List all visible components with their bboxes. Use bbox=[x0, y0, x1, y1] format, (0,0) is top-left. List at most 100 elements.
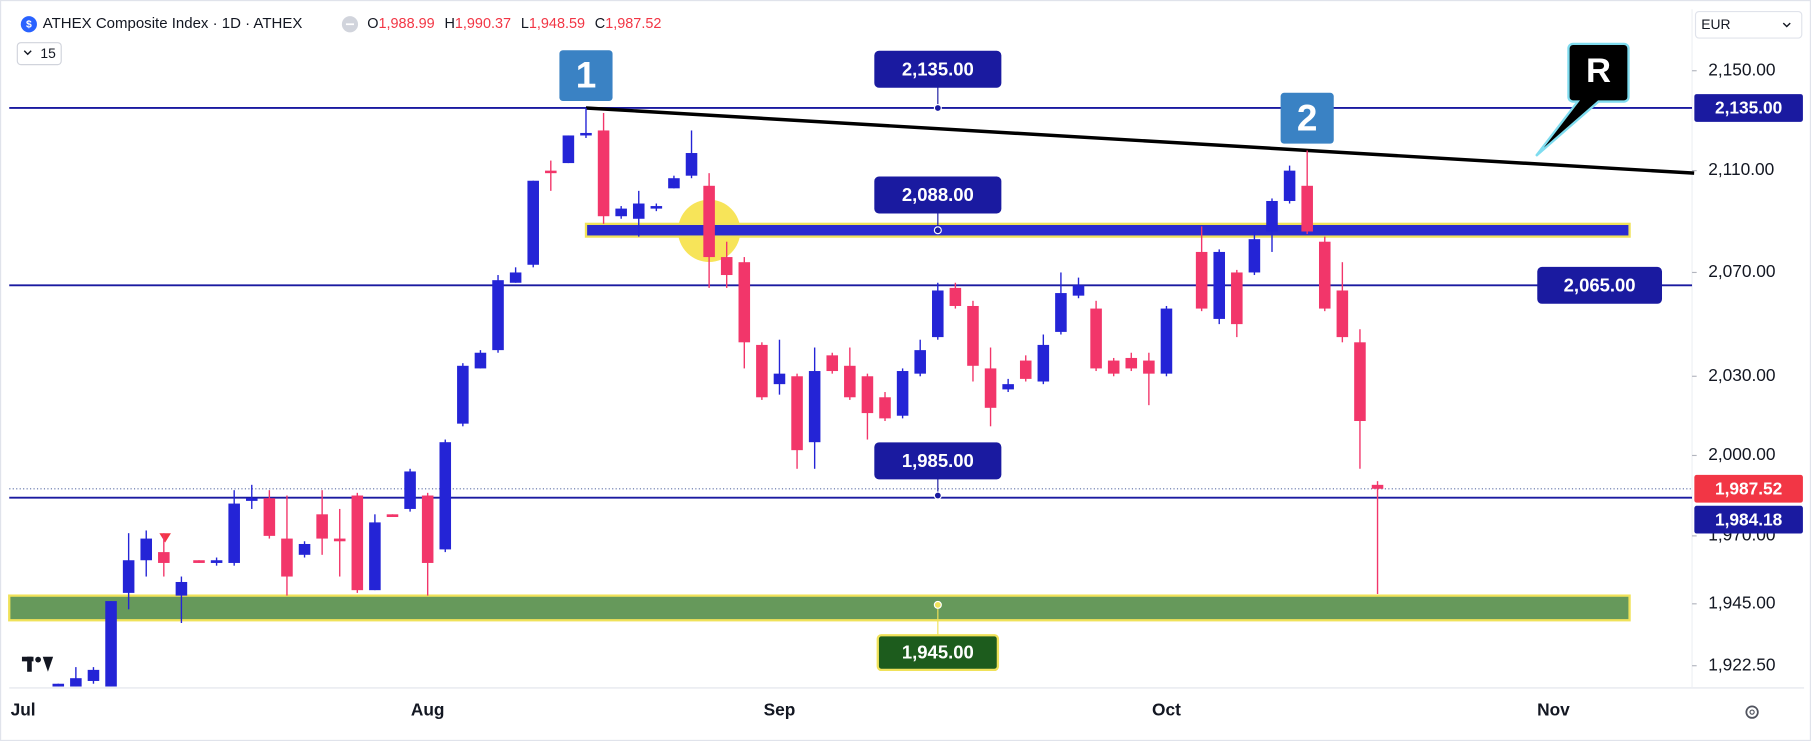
candle-body bbox=[1107, 360, 1120, 374]
candle-body bbox=[457, 365, 469, 424]
logo-part bbox=[35, 656, 42, 663]
candle-body bbox=[1125, 357, 1138, 369]
candle-body bbox=[984, 368, 997, 408]
candle-body bbox=[1019, 360, 1032, 379]
candle-body bbox=[421, 495, 434, 563]
candle-body bbox=[1231, 272, 1243, 325]
marker-box bbox=[1280, 92, 1334, 144]
candle-body bbox=[1090, 308, 1102, 369]
candle-body bbox=[105, 601, 117, 687]
candle-body bbox=[474, 352, 487, 369]
candle-body bbox=[351, 495, 364, 591]
ohlc-value: 1,987.52 bbox=[605, 16, 661, 32]
zone-callout: 1,945.00 bbox=[902, 642, 974, 663]
connector-dot bbox=[933, 226, 942, 235]
candle-body bbox=[861, 376, 874, 414]
candle-body bbox=[369, 522, 381, 591]
interval-dropdown[interactable] bbox=[16, 42, 62, 66]
last-price-tag-box bbox=[1694, 474, 1803, 503]
candle-body bbox=[1213, 251, 1226, 319]
candle-body bbox=[1160, 308, 1173, 374]
level-callout-box bbox=[874, 50, 1002, 88]
y-tick-label: 2,070.00 bbox=[1708, 261, 1775, 281]
candle-body bbox=[949, 287, 962, 306]
marker-label: 1 bbox=[576, 55, 597, 96]
dropdown-chevron bbox=[1782, 22, 1791, 28]
settings-icon bbox=[1749, 709, 1755, 715]
candle-body bbox=[298, 543, 311, 555]
candle-body bbox=[668, 178, 680, 189]
signal-marker bbox=[159, 533, 171, 543]
candle-body bbox=[1195, 251, 1208, 309]
candle-body bbox=[1055, 293, 1067, 332]
level-tag-box bbox=[1694, 505, 1803, 534]
y-tick-label: 2,110.00 bbox=[1708, 159, 1774, 179]
x-tick-label: Jul bbox=[11, 700, 36, 720]
candle-body bbox=[333, 538, 346, 542]
symbol-icon-glyph: $ bbox=[26, 20, 32, 31]
level-callout: 1,985.00 bbox=[902, 450, 974, 471]
level-callout-box bbox=[1537, 266, 1663, 304]
level-callout: 2,065.00 bbox=[1564, 274, 1636, 295]
zone bbox=[584, 222, 1631, 238]
ohlc-key: C bbox=[595, 16, 605, 32]
candle-body bbox=[245, 498, 258, 501]
x-tick-label: Aug bbox=[411, 700, 445, 720]
candle-body bbox=[562, 135, 575, 164]
candle-body bbox=[1283, 170, 1296, 201]
candle-body bbox=[597, 130, 610, 217]
level-callout: 2,135.00 bbox=[902, 58, 974, 79]
candle-body bbox=[281, 538, 293, 577]
logo-part bbox=[27, 656, 32, 672]
marker-box bbox=[559, 50, 613, 102]
candle-body bbox=[580, 132, 592, 136]
candle-body bbox=[1371, 484, 1384, 489]
candle-body bbox=[1354, 342, 1366, 422]
candle-body bbox=[650, 206, 663, 209]
candle-body bbox=[70, 678, 82, 687]
y-tick-label: 2,000.00 bbox=[1708, 444, 1775, 464]
candle-body bbox=[52, 683, 65, 687]
candle-body bbox=[703, 185, 715, 258]
candle-body bbox=[1266, 200, 1278, 232]
symbol-icon bbox=[20, 16, 37, 33]
candle-body bbox=[140, 538, 153, 561]
y-tick-label: 2,150.00 bbox=[1708, 59, 1775, 79]
trendline bbox=[585, 106, 1695, 175]
level-tag: 2,135.00 bbox=[1715, 98, 1782, 118]
zone-callout-box bbox=[874, 176, 1002, 214]
currency-dropdown[interactable] bbox=[1694, 10, 1803, 39]
candle-body bbox=[1143, 360, 1155, 374]
candle-body bbox=[263, 498, 276, 536]
r-marker-box bbox=[1535, 42, 1630, 157]
ohlc-value: 1,988.99 bbox=[379, 16, 435, 32]
candle-body bbox=[632, 203, 645, 219]
candle-body bbox=[210, 560, 223, 563]
candle-body bbox=[914, 350, 926, 374]
ohlc-key: H bbox=[444, 16, 454, 32]
x-tick-label: Nov bbox=[1537, 700, 1570, 720]
candle-body bbox=[756, 344, 768, 398]
ohlc-value: 1,948.59 bbox=[529, 16, 585, 32]
candle-body bbox=[615, 208, 627, 217]
candle-body bbox=[316, 514, 328, 539]
ohlc-values: O1,988.99 H1,990.37 L1,948.59 C1,987.52 bbox=[367, 16, 661, 32]
candle-body bbox=[932, 290, 944, 338]
connector-dot bbox=[933, 600, 942, 609]
candle-body bbox=[896, 371, 909, 416]
level-tag-box bbox=[1694, 94, 1803, 122]
candle-body bbox=[685, 153, 698, 176]
symbol-title[interactable]: ATHEX Composite Index · 1D · ATHEX bbox=[43, 15, 303, 32]
zone-callout: 2,088.00 bbox=[902, 184, 974, 205]
connector-dot bbox=[933, 103, 942, 113]
candle-body bbox=[175, 581, 188, 596]
candle-body bbox=[122, 560, 135, 593]
settings-button[interactable] bbox=[1745, 705, 1759, 719]
candle-body bbox=[1248, 239, 1261, 273]
candle-body bbox=[228, 503, 240, 563]
level-tag: 1,984.18 bbox=[1715, 509, 1783, 529]
candle-body bbox=[773, 373, 786, 385]
candle-body bbox=[1318, 241, 1331, 309]
